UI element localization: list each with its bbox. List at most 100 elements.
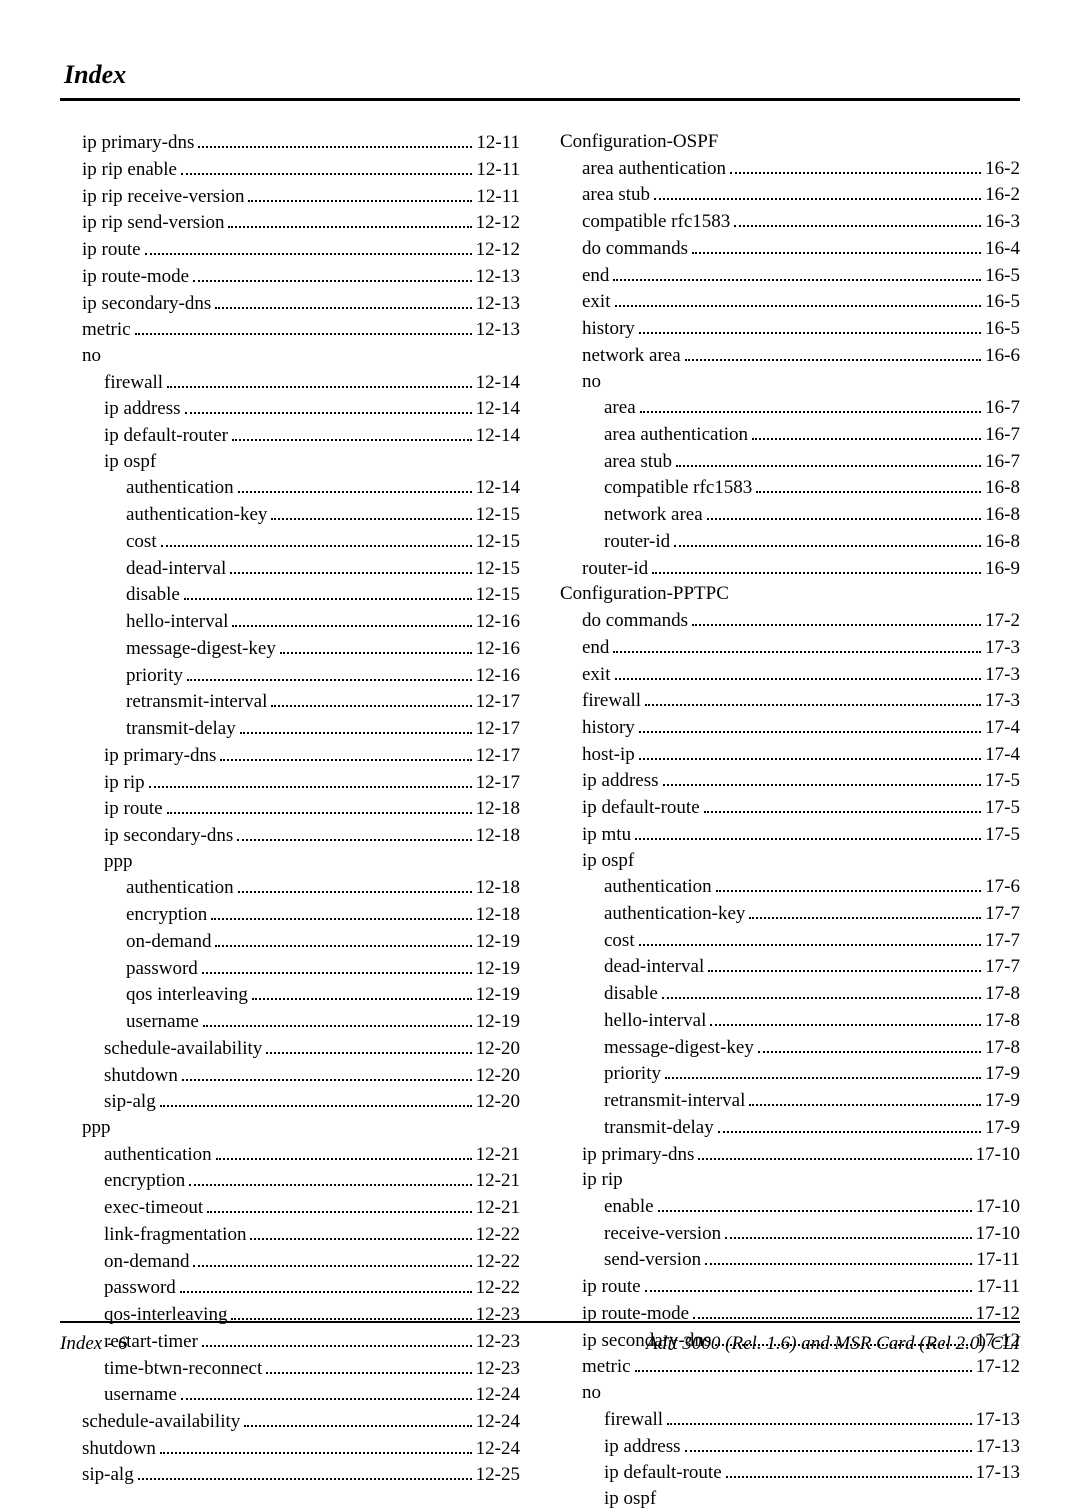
index-label: exit: [582, 662, 611, 688]
index-label: transmit-delay: [604, 1115, 714, 1141]
index-label: hello-interval: [126, 609, 228, 635]
leader-dots: [705, 1246, 972, 1265]
index-columns: ip primary-dns12-11ip rip enable12-11ip …: [60, 129, 1020, 1512]
index-page: 17-4: [985, 742, 1020, 768]
index-entry: exit 17-3: [560, 660, 1020, 687]
index-label: ip route: [82, 237, 141, 263]
leader-dots: [725, 1220, 972, 1239]
index-label: authentication: [126, 875, 234, 901]
index-label: ip address: [604, 1434, 681, 1460]
index-entry: authentication12-18: [60, 874, 520, 901]
index-label: history: [582, 715, 635, 741]
index-label: area stub: [582, 182, 650, 208]
index-page: 17-13: [976, 1460, 1020, 1486]
index-label: dead-interval: [126, 556, 226, 582]
leader-dots: [710, 1007, 981, 1026]
leader-dots: [756, 474, 981, 493]
index-entry: disable12-15: [60, 581, 520, 608]
leader-dots: [271, 501, 471, 520]
index-entry: ip address17-13: [560, 1432, 1020, 1459]
index-entry: authentication-key12-15: [60, 501, 520, 528]
leader-dots: [238, 874, 472, 893]
index-label: no: [582, 1382, 601, 1403]
index-label: do commands: [582, 236, 688, 262]
leader-dots: [734, 208, 981, 227]
leader-dots: [231, 1301, 471, 1320]
index-label: authentication: [126, 475, 234, 501]
leader-dots: [665, 1060, 981, 1079]
index-label: host-ip: [582, 742, 635, 768]
index-entry: ip mtu17-5: [560, 821, 1020, 848]
index-entry: password12-19: [60, 954, 520, 981]
index-page: 17-3: [985, 662, 1020, 688]
index-page: 16-7: [985, 422, 1020, 448]
index-page: 12-16: [476, 663, 520, 689]
index-entry: priority12-16: [60, 662, 520, 689]
index-page: 12-15: [476, 529, 520, 555]
index-page: 17-5: [985, 768, 1020, 794]
index-label: schedule-availability: [82, 1409, 240, 1435]
leader-dots: [613, 262, 981, 281]
leader-dots: [266, 1035, 471, 1054]
leader-dots: [615, 660, 982, 679]
index-page: 16-7: [985, 449, 1020, 475]
index-entry: router-id16-8: [560, 528, 1020, 555]
leader-dots: [635, 1353, 972, 1372]
index-label: send-version: [604, 1247, 701, 1273]
index-entry: time-btwn-reconnect12-23: [60, 1354, 520, 1381]
leader-dots: [707, 501, 982, 520]
leader-dots: [220, 742, 471, 761]
index-entry: ip route12-12: [60, 236, 520, 263]
index-page: 12-11: [476, 157, 520, 183]
index-entry: ip route12-18: [60, 795, 520, 822]
index-entry: encryption12-21: [60, 1167, 520, 1194]
leader-dots: [167, 369, 472, 388]
leader-dots: [237, 822, 471, 841]
index-page: 12-14: [476, 370, 520, 396]
index-label: transmit-delay: [126, 716, 236, 742]
index-entry: no: [560, 1380, 1020, 1406]
index-entry: dead-interval17-7: [560, 953, 1020, 980]
index-entry: schedule-availability12-24: [60, 1408, 520, 1435]
index-label: metric: [82, 317, 131, 343]
index-entry: firewall17-3: [560, 687, 1020, 714]
index-page: 16-5: [985, 263, 1020, 289]
index-page: 12-17: [476, 743, 520, 769]
leader-dots: [189, 1167, 471, 1186]
index-label: compatible rfc1583: [582, 209, 730, 235]
index-label: message-digest-key: [126, 636, 276, 662]
leader-dots: [692, 235, 981, 254]
index-page: 12-12: [476, 210, 520, 236]
index-entry: ip secondary-dns12-13: [60, 289, 520, 316]
index-page: 17-3: [985, 635, 1020, 661]
index-label: ip rip: [582, 1169, 623, 1190]
index-label: time-btwn-reconnect: [104, 1356, 262, 1382]
index-page: 16-4: [985, 236, 1020, 262]
index-page: 17-10: [976, 1142, 1020, 1168]
index-label: ip primary-dns: [82, 130, 194, 156]
index-label: firewall: [582, 688, 641, 714]
index-entry: authentication17-6: [560, 873, 1020, 900]
index-entry: send-version17-11: [560, 1246, 1020, 1273]
index-entry: router-id16-9: [560, 555, 1020, 582]
leader-dots: [244, 1408, 471, 1427]
index-label: schedule-availability: [104, 1036, 262, 1062]
index-page: 17-6: [985, 874, 1020, 900]
index-label: username: [126, 1009, 199, 1035]
index-label: exec-timeout: [104, 1195, 203, 1221]
index-page: 12-19: [476, 929, 520, 955]
index-label: ip address: [104, 396, 181, 422]
index-page: 16-5: [985, 316, 1020, 342]
index-page: 12-16: [476, 609, 520, 635]
index-entry: do commands17-2: [560, 607, 1020, 634]
index-entry: ip address17-5: [560, 767, 1020, 794]
leader-dots: [645, 1273, 973, 1292]
index-entry: end17-3: [560, 634, 1020, 661]
index-page: 16-9: [985, 556, 1020, 582]
leader-dots: [202, 954, 472, 973]
index-entry: firewall17-13: [560, 1406, 1020, 1433]
index-entry: shutdown12-20: [60, 1061, 520, 1088]
footer-right: Adit 3000 (Rel. 1.6) and MSR Card (Rel 2…: [646, 1333, 1020, 1355]
leader-dots: [708, 953, 981, 972]
index-entry: host-ip 17-4: [560, 741, 1020, 768]
